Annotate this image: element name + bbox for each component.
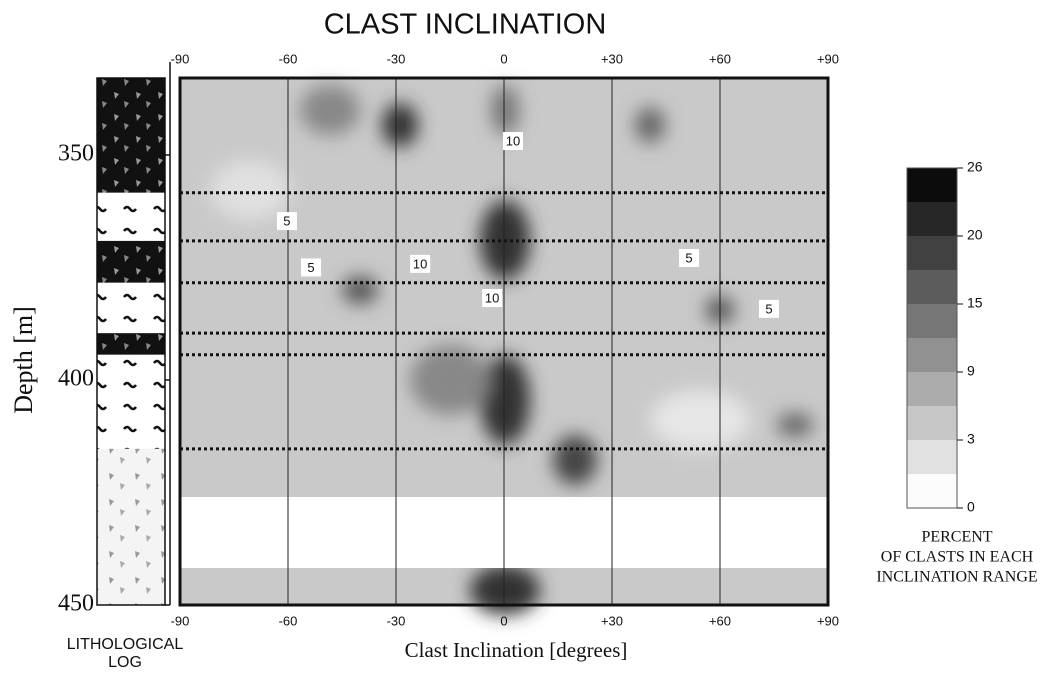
colorbar-band xyxy=(907,270,957,304)
colorbar-band xyxy=(907,202,957,236)
colorbar-title: OF CLASTS IN EACH xyxy=(881,549,1034,566)
x-tick-label: +30 xyxy=(601,613,623,628)
colorbar-band xyxy=(907,236,957,270)
colorbar-band xyxy=(907,372,957,406)
contour-label-box xyxy=(679,249,700,268)
x-tick-label: -60 xyxy=(279,613,298,628)
contour-label: 5 xyxy=(765,301,772,316)
x-tick-label-top: +30 xyxy=(601,51,623,66)
colorbar-frame xyxy=(906,167,958,509)
contour-label-box xyxy=(503,132,523,151)
y-tick-label: 350 xyxy=(58,140,94,166)
x-tick-label-top: -60 xyxy=(279,51,298,66)
colorbar-tick-label: 0 xyxy=(967,499,975,515)
log-label: LITHOLOGICAL xyxy=(67,636,184,653)
contour-label: 10 xyxy=(506,133,520,148)
contour-label-box xyxy=(758,299,779,318)
x-tick-label-top: +90 xyxy=(817,51,839,66)
log-layer xyxy=(97,354,165,449)
colorbar-band xyxy=(907,168,957,202)
log-layer xyxy=(97,240,165,283)
colorbar-band xyxy=(907,440,957,474)
contour-label: 10 xyxy=(485,291,499,306)
contour-label: 5 xyxy=(307,260,314,275)
log-frame xyxy=(96,77,166,606)
x-tick-label: 0 xyxy=(500,613,507,628)
log-layer xyxy=(97,78,165,193)
contour-label: 10 xyxy=(413,256,427,271)
x-tick-label-top: -90 xyxy=(171,51,190,66)
log-label: LOG xyxy=(108,654,142,671)
colorbar-band xyxy=(907,474,957,508)
colorbar-tick-label: 9 xyxy=(967,363,975,379)
x-tick-label: +60 xyxy=(709,613,731,628)
chart-title: CLAST INCLINATION xyxy=(324,9,607,41)
contour-label-box xyxy=(410,254,431,273)
y-axis-label: Depth [m] xyxy=(9,306,38,414)
y-tick-label: 400 xyxy=(58,365,94,391)
y-tick-label: 450 xyxy=(58,591,94,617)
colorbar-title: INCLINATION RANGE xyxy=(876,569,1037,586)
log-layer xyxy=(97,192,165,241)
colorbar-tick-label: 20 xyxy=(967,227,983,243)
x-tick-label-top: +60 xyxy=(709,51,731,66)
contour-label: 5 xyxy=(283,214,290,229)
x-tick-label: -30 xyxy=(387,613,406,628)
contour-label-box xyxy=(276,212,297,231)
log-layer xyxy=(97,282,165,334)
x-tick-label-top: 0 xyxy=(500,51,507,66)
contour-label-box xyxy=(482,289,503,308)
colorbar-band xyxy=(907,338,957,372)
colorbar-band xyxy=(907,406,957,440)
plot-frame xyxy=(178,76,830,607)
colorbar-tick-label: 3 xyxy=(967,431,975,447)
x-tick-label: -90 xyxy=(171,613,190,628)
log-layer xyxy=(97,448,165,605)
log-layer xyxy=(97,333,165,355)
contour-label-box xyxy=(301,258,322,277)
colorbar-band xyxy=(907,304,957,338)
contour-label: 5 xyxy=(685,250,692,265)
colorbar-title: PERCENT xyxy=(921,529,992,546)
x-tick-label-top: -30 xyxy=(387,51,406,66)
colorbar-tick-label: 26 xyxy=(967,159,983,175)
colorbar-tick-label: 15 xyxy=(967,295,983,311)
x-tick-label: +90 xyxy=(817,613,839,628)
x-axis-label: Clast Inclination [degrees] xyxy=(405,638,628,662)
